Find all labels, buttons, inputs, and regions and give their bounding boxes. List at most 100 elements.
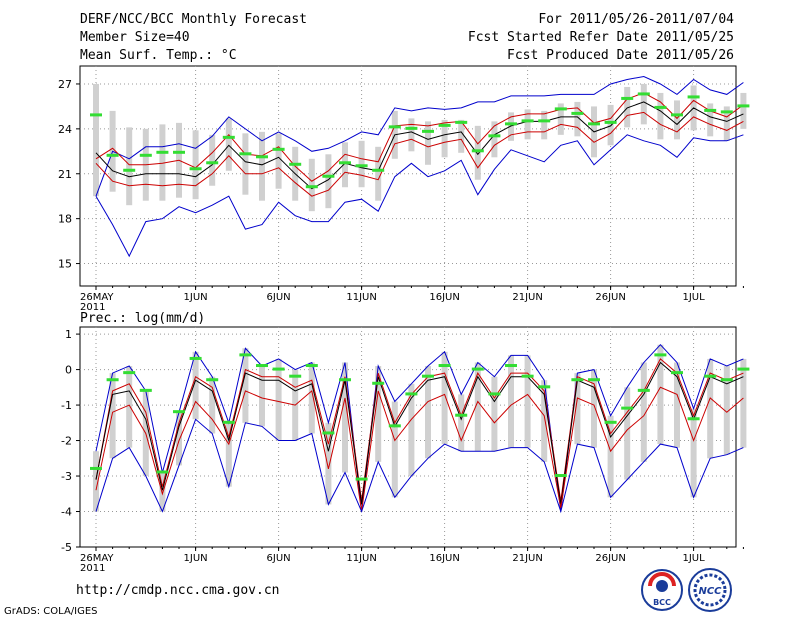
prec-observed-marker [173,410,185,414]
prec-observed-marker [654,353,667,357]
prec-spread-box [458,394,465,452]
prec-observed-marker [737,367,750,371]
prec-y-tick-label: -2 [61,435,72,448]
temp-observed-marker [289,162,302,166]
prec-spread-box [491,376,498,452]
temp-observed-marker [222,135,235,139]
prec-observed-marker [272,367,285,371]
temp-spread-box [209,134,216,186]
logos: BCC NCC [641,568,732,612]
temp-spread-box [242,133,249,195]
prec-observed-marker [554,474,567,478]
prec-upper-spread-line [95,358,744,501]
prec-spread-box [259,366,265,427]
prec-observed-marker [305,364,318,368]
website-url[interactable]: http://cmdp.ncc.cma.gov.cn [76,583,280,598]
prec-observed-marker [604,420,617,424]
bcc-logo: BCC [641,569,683,611]
temp-upper-bound-line [95,75,744,197]
prec-spread-box [624,387,631,480]
prec-observed-marker [488,392,501,396]
temp-observed-marker [604,120,617,124]
temp-observed-marker [654,105,667,109]
prec-y-tick-label: -1 [61,399,72,412]
prec-spread-box [690,408,697,498]
temp-spread-box [524,109,531,140]
prec-observed-marker [505,364,517,368]
prec-spread-box [640,362,647,462]
prec-observed-marker [571,378,584,382]
temp-observed-marker [737,104,750,108]
temp-spread-box [541,110,548,140]
prec-observed-marker [588,378,600,382]
temp-observed-marker [355,164,368,168]
temp-ensemble-mean-line [95,101,744,190]
temp-spread-box [308,158,315,212]
temp-observed-marker [272,147,285,151]
prec-y-tick-label: 1 [65,328,72,341]
prec-spread-box [707,358,714,459]
prec-spread-box [723,366,730,455]
temp-spread-box [607,104,614,146]
temp-spread-box [192,130,199,200]
temp-spread-box [408,118,415,152]
temp-spread-box [508,112,514,141]
prec-spread-box [275,358,282,441]
prec-y-tick-label: 0 [65,364,72,377]
prec-plot-frame [79,326,737,548]
variable-top-label: Mean Surf. Temp.: °C [80,48,237,63]
prec-observed-marker [189,356,202,360]
temp-spread-box [740,92,747,129]
prec-spread-box [176,412,182,466]
temp-observed-marker [471,149,484,153]
prec-spread-box [740,358,747,448]
prec-spread-box [674,362,680,448]
temp-x-tick-label: 26MAY [80,292,114,303]
temp-observed-marker [90,113,102,117]
temp-x-tick-label: 2011 [80,302,105,313]
temp-spread-box [640,83,647,125]
prec-observed-marker [222,420,235,424]
temp-x-tick-label: 26JUN [595,292,625,303]
ncc-logo-text: NCC [698,586,722,597]
temp-observed-marker [106,153,119,157]
temp-spread-box [657,92,664,140]
temp-observed-marker [720,110,733,114]
temp-y-tick-label: 27 [58,78,72,91]
temp-spread-box [474,125,481,180]
prec-spread-box [93,451,99,512]
prec-x-tick-label: 21JUN [512,553,542,564]
temp-spread-box [624,86,631,128]
temp-observed-marker [621,96,634,100]
temp-observed-marker [206,161,219,165]
prec-ensemble-mean-line [95,361,744,505]
temp-lower-spread-line [95,111,744,197]
temp-spread-box [458,119,465,153]
temp-x-tick-label: 21JUN [512,292,542,303]
prec-observed-marker [621,406,634,410]
temp-observed-marker [704,108,717,112]
temp-observed-marker [239,152,252,156]
prec-spread-box [126,366,133,448]
temp-spread-box [557,103,564,135]
temp-y-tick-label: 15 [58,258,72,271]
prec-observed-marker [355,477,368,481]
ncc-logo: NCC [688,568,732,612]
prec-observed-marker [123,371,136,375]
temp-spread-box [159,124,166,201]
temp-observed-marker [256,155,268,159]
prec-spread-box [524,355,531,448]
prec-observed-marker [455,413,468,417]
prec-spread-box [607,415,614,498]
temp-observed-marker [488,134,501,138]
temp-observed-marker [322,174,335,178]
prec-x-tick-label: 6JUN [267,553,291,564]
temp-observed-marker [305,185,318,189]
prec-spread-box [441,351,448,445]
temp-observed-marker [671,113,683,117]
prec-observed-marker [90,466,102,470]
temp-x-tick-label: 16JUN [429,292,459,303]
prec-y-tick-label: -4 [61,506,72,519]
